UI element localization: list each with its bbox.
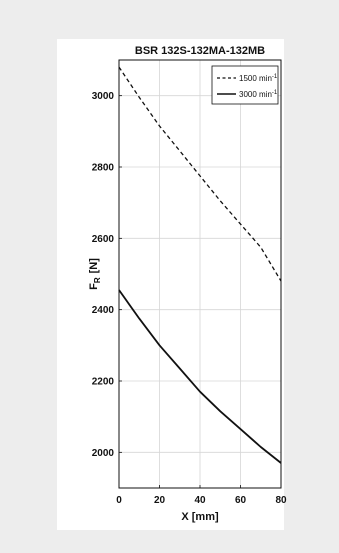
- chart-card: [57, 39, 284, 530]
- series-line-3000: [118, 289, 282, 464]
- legend-label-3000: 3000 min-1: [239, 90, 278, 99]
- y-axis-label: FR [N]: [88, 258, 102, 290]
- x-tick-label-4: 80: [275, 495, 287, 506]
- legend-box: [211, 65, 279, 105]
- legend: 1500 min-1 3000 min-1: [211, 65, 279, 105]
- series-line-1500: [118, 66, 282, 282]
- y-tick-label-1: 2200: [92, 377, 115, 388]
- x-tick-label-1: 20: [154, 495, 166, 506]
- y-axis-label-sub: R: [93, 277, 102, 283]
- y-axis-label-unit: [N]: [88, 258, 100, 274]
- chart-title: BSR 132S-132MA-132MB: [135, 45, 265, 57]
- x-tick-label-0: 0: [116, 495, 122, 506]
- y-axis-label-main: F: [88, 283, 100, 290]
- x-axis-label: X [mm]: [181, 511, 219, 523]
- y-tick-label-0: 2000: [92, 448, 115, 459]
- x-tick-label-2: 40: [194, 495, 206, 506]
- svg-text:FR[N]: FR [N]: [88, 258, 102, 290]
- grid-lines: [118, 60, 282, 488]
- y-tick-label-5: 3000: [92, 91, 115, 102]
- legend-label-1500: 1500 min-1: [239, 74, 278, 83]
- tick-labels: 0 20 40 60 80 2000 2200 2400 2600 2800 3000: [92, 91, 287, 506]
- x-tick-label-3: 60: [235, 495, 247, 506]
- y-tick-label-3: 2600: [92, 234, 115, 245]
- y-tick-label-2: 2400: [92, 305, 115, 316]
- series-layer: [118, 66, 282, 464]
- y-tick-label-4: 2800: [92, 163, 115, 174]
